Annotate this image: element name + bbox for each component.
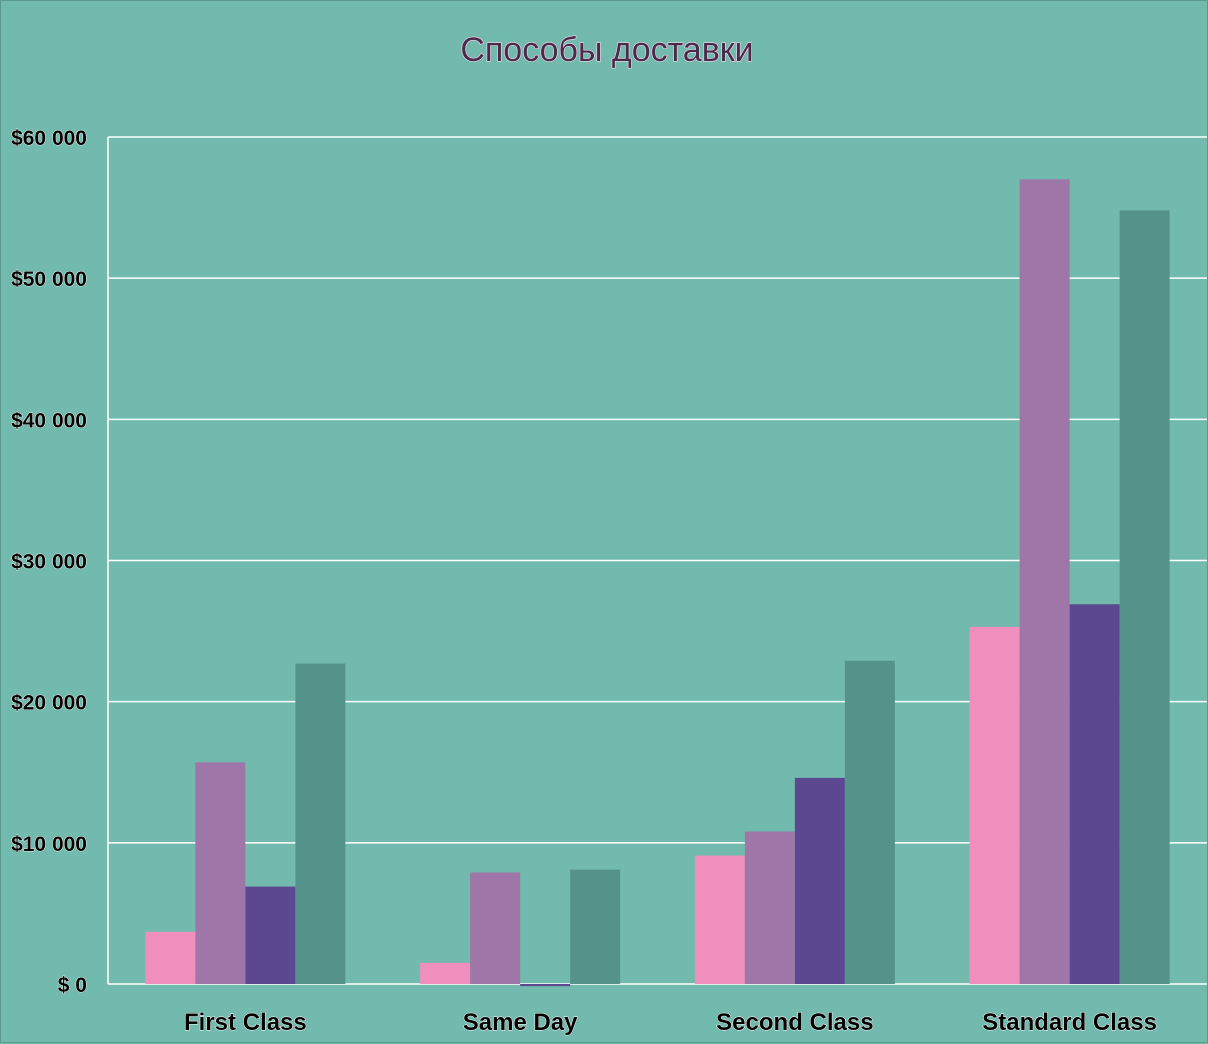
bar (245, 886, 296, 984)
bar (195, 762, 246, 984)
x-tick-label: Standard Class (982, 1009, 1157, 1036)
y-tick-label: $60 000 (11, 127, 87, 150)
y-tick-label: $20 000 (11, 692, 87, 715)
bar (570, 869, 621, 984)
x-tick-label: Second Class (716, 1009, 873, 1036)
x-tick-label: First Class (184, 1009, 307, 1036)
y-tick-label: $50 000 (11, 268, 87, 291)
bar (694, 855, 745, 984)
y-tick-label: $30 000 (11, 551, 87, 574)
bar (1119, 210, 1170, 984)
bars (145, 179, 1170, 987)
chart-title: Способы доставки (460, 31, 753, 69)
bar (295, 663, 346, 984)
bar (420, 962, 471, 984)
y-axis-tick-labels: $ 0 $10 000 $20 000 $30 000 $40 000 $50 000 $6… (11, 127, 88, 998)
bar (1019, 179, 1070, 985)
y-tick-label: $40 000 (11, 409, 87, 432)
y-tick-label: $ 0 (58, 974, 87, 997)
bar (794, 777, 845, 984)
bar (969, 626, 1020, 984)
bar (1069, 604, 1120, 984)
bar (145, 931, 196, 984)
bar (844, 660, 895, 984)
x-tick-label: Same Day (463, 1009, 578, 1036)
y-tick-label: $10 000 (11, 833, 87, 856)
bar (520, 984, 571, 987)
bar (744, 831, 795, 984)
x-axis-tick-labels: First Class Same Day Second Class Standard … (184, 1009, 1158, 1037)
bar (470, 872, 521, 984)
